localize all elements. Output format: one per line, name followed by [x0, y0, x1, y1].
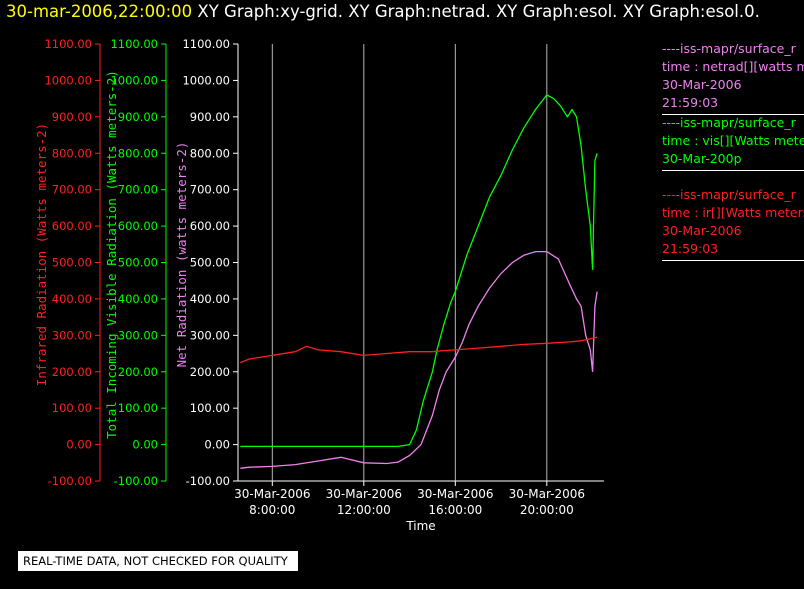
legend-line: 30-Mar-2006 [662, 77, 742, 92]
y-tick-label: 800.00 [118, 146, 158, 160]
legend-line: ----iss-mapr/surface_r [662, 41, 796, 56]
legend-line: 30-Mar-200p [662, 151, 742, 166]
quality-notice: REAL-TIME DATA, NOT CHECKED FOR QUALITY [18, 551, 298, 571]
legend-line: 21:59:03 [662, 241, 719, 256]
legend-line: time : netrad[][watts m [662, 59, 804, 74]
x-tick-date: 30-Mar-2006 [234, 487, 310, 501]
x-tick-time: 20:00:00 [520, 503, 574, 517]
x-axis-label: Time [405, 519, 435, 533]
y-axis-label: Total Incoming Visible Radiation (Watts … [104, 70, 119, 439]
y-tick-label: 800.00 [190, 146, 230, 160]
legend-line: ----iss-mapr/surface_r [662, 187, 796, 202]
legend-separator [662, 114, 804, 115]
y-tick-label: 300.00 [52, 328, 92, 342]
y-tick-label: 600.00 [190, 219, 230, 233]
legend-line: time : ir[][Watts meters [662, 205, 804, 220]
y-tick-label: 1100.00 [110, 37, 158, 51]
y-tick-label: 200.00 [118, 365, 158, 379]
series-line-netrad [240, 250, 598, 469]
legend-line: ----iss-mapr/surface_r [662, 115, 796, 130]
y-tick-label: 100.00 [190, 401, 230, 415]
y-axis-label: Net Radiation (watts meters-2) [174, 142, 189, 368]
y-tick-label: 100.00 [52, 401, 92, 415]
y-tick-label: 700.00 [190, 183, 230, 197]
y-tick-label: 500.00 [118, 256, 158, 270]
grid-layer [271, 44, 548, 481]
y-tick-label: 600.00 [118, 219, 158, 233]
x-tick-date: 30-Mar-2006 [509, 487, 585, 501]
chart-title: 30-mar-2006,22:00:00 XY Graph:xy-grid. X… [6, 2, 760, 21]
y-tick-label: 300.00 [118, 328, 158, 342]
y-tick-label: 800.00 [52, 146, 92, 160]
legend-line: 21:59:03 [662, 95, 719, 110]
y-tick-label: 1000.00 [110, 73, 158, 87]
y-tick-label: 0.00 [132, 438, 158, 452]
title-timestamp: 30-mar-2006,22:00:00 [6, 2, 193, 21]
y-tick-label: 200.00 [52, 365, 92, 379]
labels-layer: 1100.00 1000.00 900.00 800.00 700.00 600.00 50… [34, 37, 585, 533]
series-line-ir [240, 336, 598, 364]
y-tick-label: 400.00 [190, 292, 230, 306]
y-tick-label: 100.00 [118, 401, 158, 415]
y-tick-label: 700.00 [52, 183, 92, 197]
axes-layer [95, 43, 604, 486]
y-tick-label: -100.00 [186, 474, 230, 488]
y-tick-label: 200.00 [190, 365, 230, 379]
y-tick-label: 300.00 [190, 328, 230, 342]
x-tick-time: 8:00:00 [249, 503, 295, 517]
legend-line: time : vis[][Watts mete [662, 133, 804, 148]
y-tick-label: 400.00 [118, 292, 158, 306]
y-tick-label: -100.00 [48, 474, 92, 488]
y-tick-label: 1000.00 [182, 73, 230, 87]
y-tick-label: 0.00 [66, 438, 92, 452]
y-tick-label: 0.00 [204, 438, 230, 452]
y-tick-label: 400.00 [52, 292, 92, 306]
y-tick-label: 900.00 [118, 110, 158, 124]
y-tick-label: 600.00 [52, 219, 92, 233]
title-graphs: XY Graph:xy-grid. XY Graph:netrad. XY Gr… [197, 2, 760, 21]
x-tick-date: 30-Mar-2006 [326, 487, 402, 501]
legend-separator [662, 170, 804, 171]
y-tick-label: -100.00 [114, 474, 158, 488]
y-tick-label: 1000.00 [44, 73, 92, 87]
series-layer [240, 94, 598, 469]
x-tick-time: 12:00:00 [337, 503, 391, 517]
y-axis-label: Infrared Radiation (Watts meters-2) [34, 123, 49, 386]
x-tick-date: 30-Mar-2006 [417, 487, 493, 501]
y-tick-label: 1100.00 [182, 37, 230, 51]
y-tick-label: 700.00 [118, 183, 158, 197]
y-tick-label: 900.00 [190, 110, 230, 124]
legend-separator [662, 260, 804, 261]
y-tick-label: 500.00 [52, 256, 92, 270]
y-tick-label: 1100.00 [44, 37, 92, 51]
y-tick-label: 900.00 [52, 110, 92, 124]
legend-line: 30-Mar-2006 [662, 223, 742, 238]
x-tick-time: 16:00:00 [428, 503, 482, 517]
y-tick-label: 500.00 [190, 256, 230, 270]
series-line-vis [240, 94, 598, 448]
